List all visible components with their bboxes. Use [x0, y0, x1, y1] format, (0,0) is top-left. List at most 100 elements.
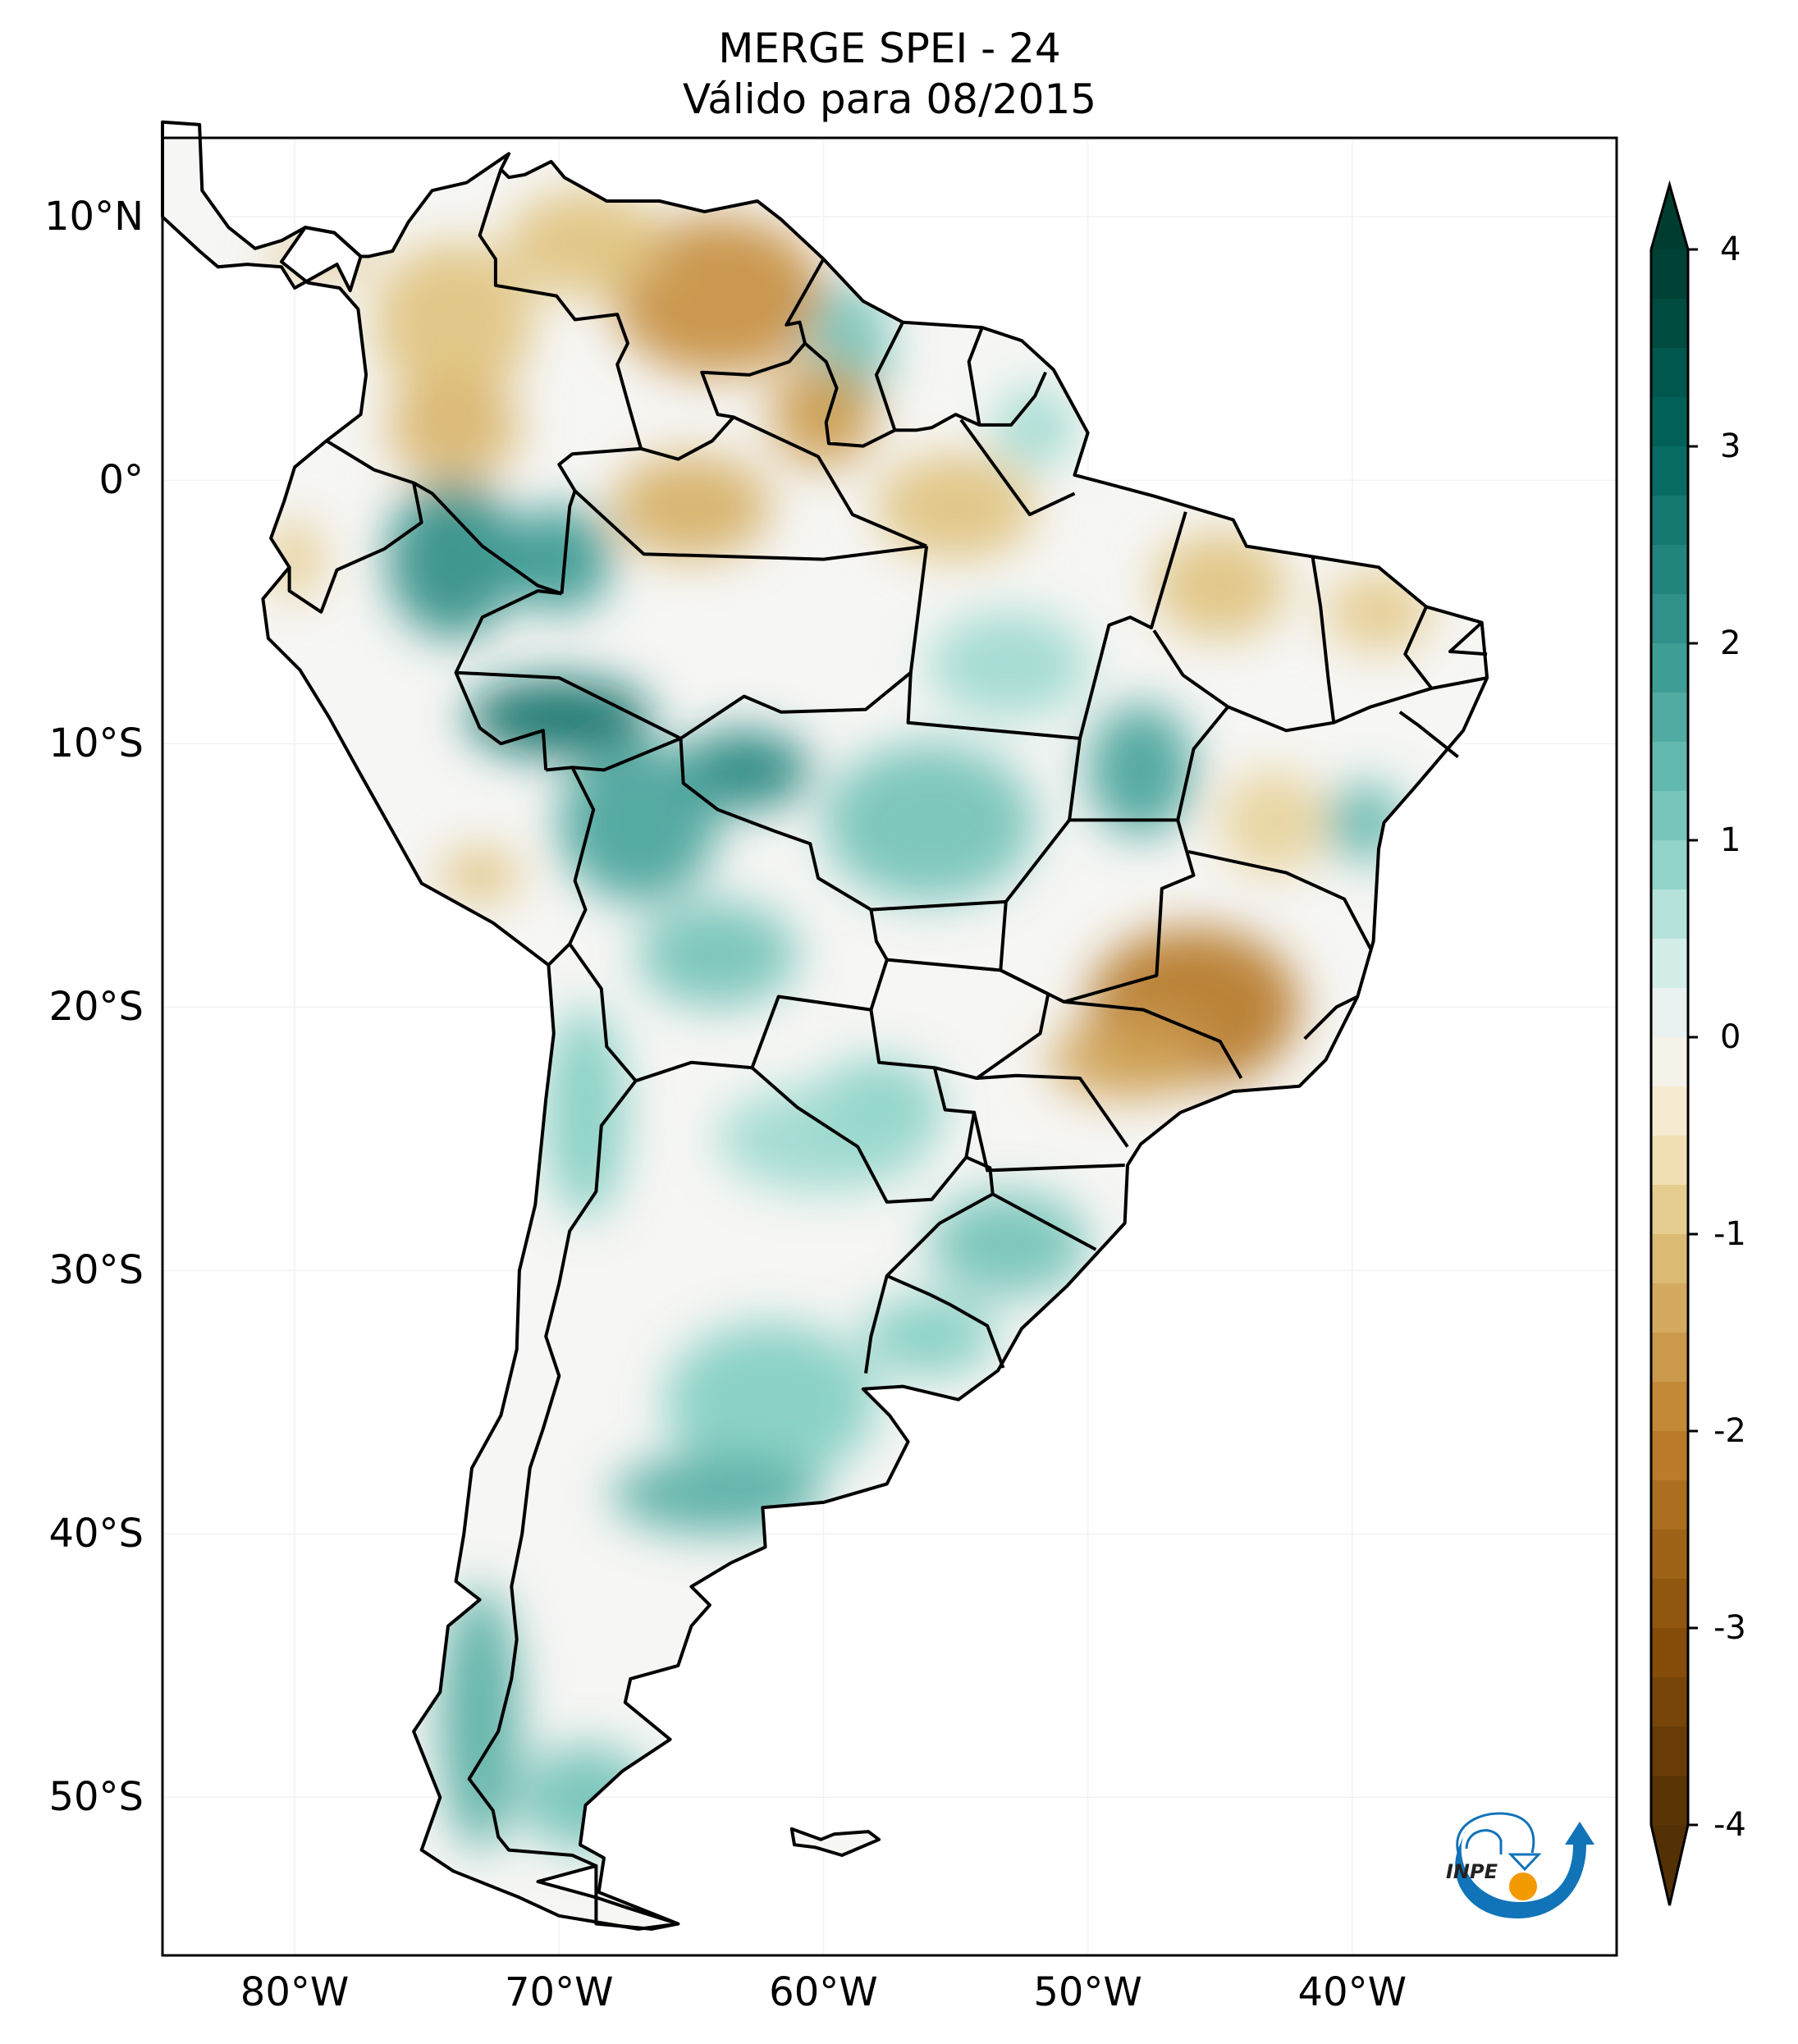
spei-patch-colombia-south — [387, 374, 519, 481]
colorbar-segment — [1651, 1628, 1688, 1678]
colorbar-segment — [1651, 643, 1688, 693]
border-line — [454, 589, 562, 771]
spei-patch-bolivia-north — [559, 743, 718, 903]
colorbar-segment — [1651, 1776, 1688, 1826]
spei-patch-ecuador-coast — [268, 519, 322, 599]
colorbar-segment — [1651, 939, 1688, 989]
spei-patch-tocantins — [1087, 703, 1194, 836]
colorbar-segment — [1651, 1480, 1688, 1530]
spei-patch-bolivia-south — [638, 901, 798, 1008]
spei-patch-chile-north — [546, 1006, 625, 1219]
country-borders — [161, 120, 1489, 1931]
border-line — [455, 670, 682, 740]
border-line — [478, 168, 643, 450]
colorbar-extend-max — [1651, 185, 1688, 249]
spei-patch-acre — [466, 677, 652, 757]
border-line — [885, 1273, 1005, 1369]
colorbar-segment — [1651, 742, 1688, 792]
spei-patch-rio-grande-sul — [929, 1191, 1088, 1297]
border-line — [1064, 819, 1196, 1004]
y-tick-label: 40°S — [48, 1511, 144, 1557]
colorbar-segment — [1651, 1726, 1688, 1776]
spei-patch-maranhao — [1154, 533, 1287, 639]
border-line — [1078, 511, 1187, 739]
chart-subtitle: Válido para 08/2015 — [682, 75, 1097, 123]
colorbar-segment — [1651, 1037, 1688, 1087]
spei-patch-rondonia — [678, 730, 811, 810]
colorbar-tick-label: -2 — [1713, 1412, 1746, 1450]
colorbar-tick-label: 1 — [1720, 821, 1741, 859]
spei-patch-sao-paulo — [1048, 1020, 1207, 1100]
inpe-swoosh-icon — [1455, 1822, 1594, 1918]
spei-patch-buenos-aires-south — [611, 1454, 824, 1534]
border-line — [972, 1112, 1125, 1173]
border-line — [557, 446, 642, 594]
colorbar-tick-label: -4 — [1713, 1806, 1746, 1844]
colorbar-segment — [1651, 1530, 1688, 1580]
spei-patch-amapa — [995, 387, 1075, 468]
colorbar-segment — [1651, 348, 1688, 398]
spei-patch-amazonas-west — [506, 506, 612, 613]
inpe-arrow-icon — [1507, 1853, 1542, 1872]
colorbar-segment — [1651, 791, 1688, 841]
spei-patch-amazonas-north — [611, 453, 771, 560]
border-line — [287, 482, 423, 614]
border-line — [869, 1009, 977, 1158]
y-tick-label: 0° — [98, 457, 144, 504]
colorbar-tick-label: 4 — [1720, 231, 1741, 268]
colorbar-segment — [1651, 1579, 1688, 1629]
spei-patch-venezuela-north — [506, 190, 666, 296]
colorbar — [1649, 180, 1698, 1906]
x-tick-label: 70°W — [504, 1969, 614, 2015]
border-line — [906, 672, 1081, 740]
border-line — [325, 439, 563, 596]
border-line — [1448, 621, 1488, 656]
border-line — [751, 1066, 968, 1204]
inpe-sun-icon — [1509, 1873, 1537, 1900]
colorbar-extend-min — [1651, 1825, 1688, 1905]
colorbar-segment — [1651, 1234, 1688, 1284]
border-line — [1398, 711, 1459, 758]
spei-patch-venezuela-east — [611, 216, 824, 376]
x-tick-label: 80°W — [240, 1969, 350, 2015]
inpe-orbit-icon — [1456, 1812, 1535, 1854]
colorbar-segment — [1651, 1431, 1688, 1481]
spei-patch-uruguay — [862, 1296, 995, 1376]
border-line — [467, 943, 638, 1868]
spei-patch-bahia-coast — [1325, 783, 1406, 862]
colorbar-segment — [1651, 545, 1688, 595]
spei-patch-chaco — [717, 1086, 930, 1192]
central-america-outline — [161, 120, 363, 293]
spei-patch-mato-grosso — [823, 743, 1036, 903]
colorbar-segment — [1651, 1333, 1688, 1383]
x-tick-label: 50°W — [1033, 1969, 1142, 2015]
y-tick-label: 10°N — [44, 194, 144, 240]
colorbar-segment — [1651, 1382, 1688, 1432]
colorbar-tick-label: -3 — [1713, 1609, 1746, 1647]
y-tick-label: 20°S — [48, 984, 144, 1031]
colorbar-segment — [1651, 1283, 1688, 1333]
spei-patch-ceara — [1325, 572, 1432, 652]
border-line — [1187, 849, 1373, 950]
colorbar-segment — [1651, 1136, 1688, 1186]
spei-patch-bahia-west — [1219, 770, 1326, 876]
border-line — [874, 321, 904, 431]
colorbar-tick-label: 3 — [1720, 428, 1741, 465]
border-line — [991, 1192, 1097, 1251]
colorbar-tick-label: 2 — [1720, 624, 1741, 662]
border-line — [1311, 556, 1336, 723]
falkland-islands-outline — [789, 1827, 881, 1857]
colorbar-segment — [1651, 693, 1688, 743]
colorbar-segment — [1651, 1677, 1688, 1727]
spei-patch-para-north — [876, 453, 1036, 560]
border-line — [1227, 676, 1488, 733]
y-tick-label: 50°S — [48, 1774, 144, 1821]
colorbar-segment — [1651, 988, 1688, 1038]
chart-title: MERGE SPEI - 24 — [718, 25, 1061, 72]
colorbar-tick-label: -1 — [1713, 1215, 1746, 1253]
border-line — [871, 899, 1006, 912]
colorbar-segment — [1651, 446, 1688, 496]
border-line — [959, 418, 1076, 517]
colorbar-segment — [1651, 889, 1688, 940]
